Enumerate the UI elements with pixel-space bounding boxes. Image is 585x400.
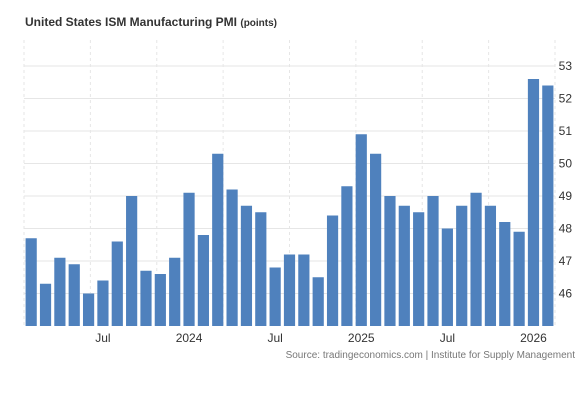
bar (527, 79, 540, 326)
x-tick-label: 2025 (348, 331, 375, 345)
bar (126, 196, 138, 326)
bar (355, 134, 367, 326)
bar (470, 192, 482, 326)
x-axis-ticks: Jul 2024 Jul 2025 Jul 2026 (95, 331, 547, 345)
y-tick-label: 52 (559, 92, 573, 106)
bar (427, 196, 439, 326)
x-tick-label: 2026 (520, 331, 547, 345)
chart-title-text: United States ISM Manufacturing PMI (25, 15, 238, 29)
bar (54, 257, 66, 326)
bar (226, 189, 238, 326)
x-tick-label: Jul (440, 331, 455, 345)
bar (269, 267, 281, 326)
bar (484, 205, 497, 326)
source-note: Source: tradingeconomics.com | Institute… (285, 350, 575, 361)
bar (456, 205, 468, 326)
y-tick-label: 46 (559, 287, 573, 301)
bar (197, 235, 209, 326)
bars (25, 79, 554, 326)
y-tick-label: 49 (559, 189, 573, 203)
bar (370, 153, 382, 326)
bar (312, 277, 324, 326)
y-tick-label: 48 (559, 222, 573, 236)
bar (413, 212, 425, 326)
bar (283, 254, 296, 326)
bar (39, 283, 52, 326)
bar (25, 238, 37, 326)
y-tick-label: 50 (559, 157, 573, 171)
bar (341, 186, 353, 326)
bar (542, 85, 554, 326)
bar (298, 254, 310, 326)
bar (441, 228, 453, 326)
bar (255, 212, 267, 326)
bar (154, 274, 166, 326)
y-tick-label: 47 (559, 254, 573, 268)
x-tick-label: 2024 (176, 331, 203, 345)
chart-unit: (points) (240, 18, 278, 29)
bar (384, 196, 396, 326)
y-tick-label: 53 (559, 59, 573, 73)
y-axis-ticks: 46 47 48 49 50 51 52 53 (559, 59, 573, 301)
bar (68, 264, 80, 326)
bar (326, 215, 339, 326)
bar (499, 222, 511, 326)
bar (513, 231, 525, 326)
bar (183, 192, 195, 326)
bar (97, 280, 109, 326)
bar (398, 205, 410, 326)
chart-title: United States ISM Manufacturing PMI (poi… (25, 15, 277, 29)
bar (212, 153, 224, 326)
bar (169, 257, 181, 326)
bar (82, 293, 95, 326)
y-tick-label: 51 (559, 124, 573, 138)
bar (111, 241, 123, 326)
bar (240, 205, 253, 326)
bar (140, 270, 152, 326)
x-tick-label: Jul (267, 331, 282, 345)
x-tick-label: Jul (95, 331, 110, 345)
